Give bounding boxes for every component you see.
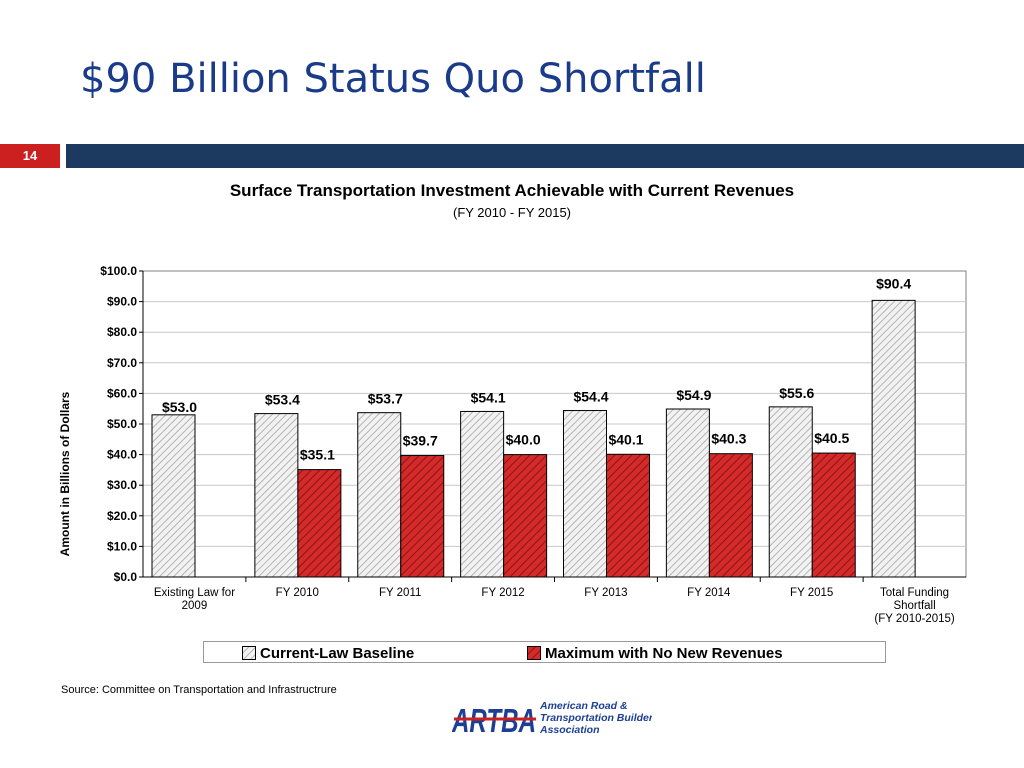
legend-item-baseline: Current-Law Baseline bbox=[242, 644, 414, 662]
data-label-no-new-revenues: $40.3 bbox=[711, 431, 746, 447]
bar-baseline bbox=[460, 410, 505, 578]
source-note: Source: Committee on Transportation and … bbox=[61, 684, 337, 696]
legend-swatch-baseline bbox=[242, 646, 256, 660]
y-tick-label: $20.0 bbox=[107, 509, 137, 523]
data-label-baseline: $54.9 bbox=[676, 387, 711, 403]
bar-baseline bbox=[665, 408, 710, 578]
data-label-no-new-revenues: $40.0 bbox=[506, 432, 541, 448]
chart-subtitle: (FY 2010 - FY 2015) bbox=[452, 205, 572, 220]
x-tick-label: FY 2010 bbox=[276, 587, 319, 599]
bar-no-new-revenues bbox=[297, 469, 342, 578]
y-tick-label: $60.0 bbox=[107, 386, 137, 400]
bar-baseline bbox=[151, 414, 196, 578]
x-tick-label: FY 2011 bbox=[379, 587, 421, 599]
data-label-no-new-revenues: $39.7 bbox=[403, 433, 438, 449]
x-tick-label: FY 2013 bbox=[584, 587, 627, 599]
y-tick-label: $80.0 bbox=[107, 325, 137, 339]
x-tick-label: Total Funding bbox=[880, 587, 949, 599]
x-tick-label: (FY 2010-2015) bbox=[874, 613, 955, 625]
data-label-baseline: $53.7 bbox=[368, 391, 403, 407]
x-tick-label: FY 2015 bbox=[790, 587, 833, 599]
bar-baseline bbox=[768, 406, 813, 578]
bar-baseline bbox=[563, 410, 607, 578]
logo-line-1: American Road & bbox=[539, 700, 628, 712]
y-tick-label: $90.0 bbox=[107, 295, 137, 309]
data-label-no-new-revenues: $35.1 bbox=[300, 447, 335, 463]
bars bbox=[151, 299, 916, 578]
data-label-baseline: $53.0 bbox=[162, 399, 197, 415]
data-label-baseline: $54.4 bbox=[573, 389, 608, 405]
data-label-no-new-revenues: $40.1 bbox=[608, 431, 643, 447]
header-bar bbox=[66, 144, 1024, 168]
y-tick-label: $10.0 bbox=[107, 539, 137, 553]
logo-line-2: Transportation Builders bbox=[540, 712, 652, 724]
bar-no-new-revenues bbox=[400, 455, 445, 578]
axes bbox=[139, 270, 966, 582]
page-number-badge: 14 bbox=[0, 144, 60, 168]
bar-baseline bbox=[357, 412, 402, 578]
data-label-baseline: $54.1 bbox=[471, 389, 506, 405]
legend-label-baseline: Current-Law Baseline bbox=[260, 644, 415, 662]
x-tick-label: FY 2012 bbox=[481, 587, 524, 599]
legend: Current-Law Baseline Maximum with No New… bbox=[203, 641, 886, 663]
y-tick-label: $0.0 bbox=[114, 570, 138, 584]
y-tick-label: $40.0 bbox=[107, 448, 137, 462]
bar-no-new-revenues bbox=[708, 453, 753, 578]
bar-no-new-revenues bbox=[503, 454, 548, 578]
y-tick-label: $100.0 bbox=[100, 264, 137, 278]
slide-title: $90 Billion Status Quo Shortfall bbox=[80, 56, 706, 102]
labels: $0.0 $10.0 $20.0 $30.0 $40.0 $50.0 $60.0 $70.0 $… bbox=[58, 264, 955, 625]
logo-line-3: Association bbox=[539, 724, 600, 736]
data-label-baseline: $55.6 bbox=[779, 385, 814, 401]
legend-swatch-no-new-revenues bbox=[527, 646, 541, 660]
x-tick-label: Shortfall bbox=[893, 600, 935, 612]
y-axis-label: Amount in Billions of Dollars bbox=[58, 391, 72, 556]
x-tick-label: 2009 bbox=[182, 600, 208, 612]
y-tick-label: $50.0 bbox=[107, 417, 137, 431]
x-tick-label: FY 2014 bbox=[687, 587, 731, 599]
data-label-baseline: $53.4 bbox=[265, 392, 300, 408]
x-tick-label: Existing Law for bbox=[154, 587, 235, 599]
data-label-baseline: $90.4 bbox=[876, 275, 911, 291]
y-tick-label: $30.0 bbox=[107, 478, 137, 492]
bar-baseline bbox=[871, 299, 916, 578]
data-label-no-new-revenues: $40.5 bbox=[814, 430, 849, 446]
artba-logo: ARTBA American Road & Transportation Bui… bbox=[452, 700, 652, 739]
bar-no-new-revenues bbox=[606, 453, 650, 578]
y-tick-label: $70.0 bbox=[107, 356, 137, 370]
chart-title: Surface Transportation Investment Achiev… bbox=[229, 181, 795, 200]
bar-baseline bbox=[254, 413, 299, 578]
bar-no-new-revenues bbox=[811, 452, 856, 578]
legend-item-no-new-revenues: Maximum with No New Revenues bbox=[527, 644, 783, 662]
legend-label-no-new-revenues: Maximum with No New Revenues bbox=[545, 644, 783, 662]
